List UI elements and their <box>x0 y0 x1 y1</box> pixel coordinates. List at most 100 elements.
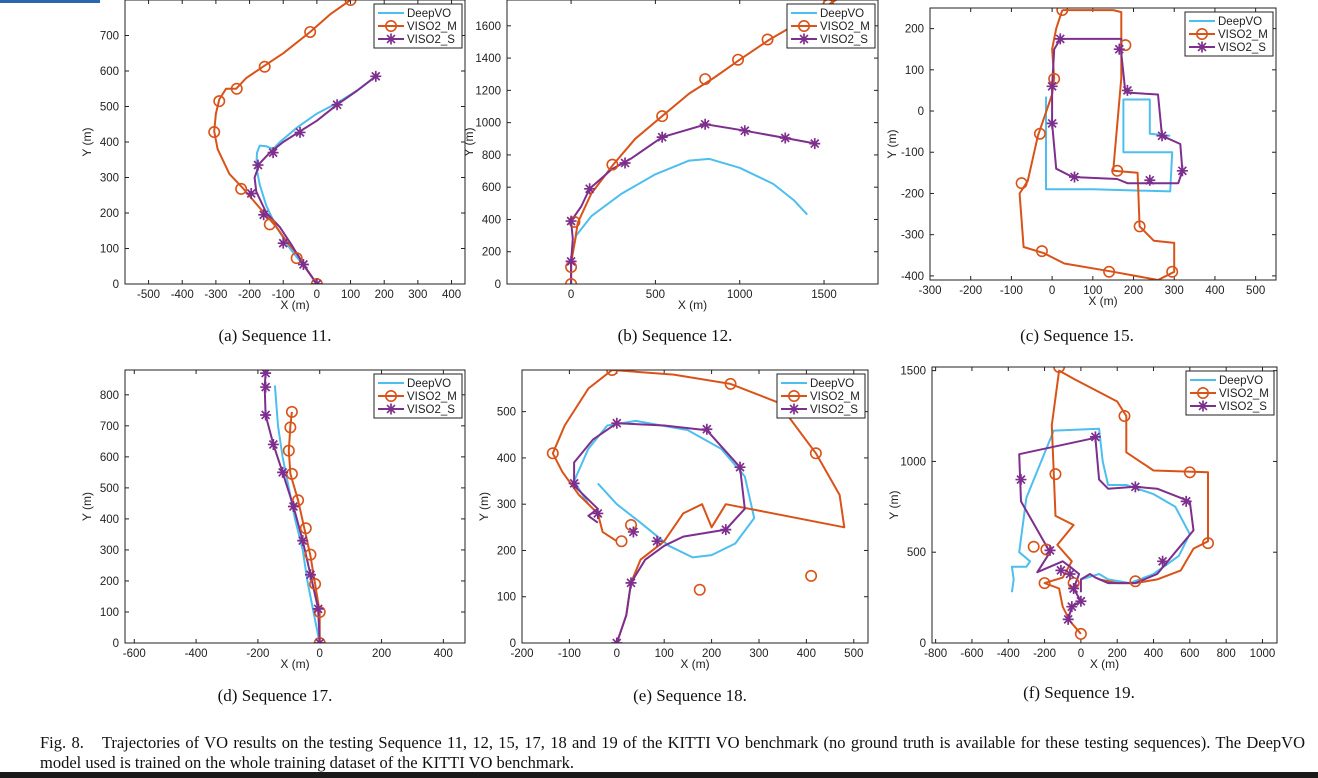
marker-star <box>260 370 272 379</box>
legend-label: VISO2_M <box>1219 388 1269 400</box>
marker-circle <box>344 0 357 6</box>
plot-svg: -200 -100 0 100 200 300 400 500 0 100 200 300 400 500… <box>477 369 869 671</box>
marker-star <box>1075 595 1087 607</box>
y-tick-label: 1200 <box>475 85 501 97</box>
x-tick-label: 400 <box>434 648 453 660</box>
legend-label: VISO2_S <box>1218 42 1266 54</box>
x-tick-label: 500 <box>844 648 863 660</box>
y-tick-label: 600 <box>482 182 501 194</box>
marker-circle <box>1111 164 1124 177</box>
y-tick-label: 500 <box>497 407 516 419</box>
marker-circle <box>1118 410 1131 423</box>
x-tick-label: -400 <box>997 648 1020 660</box>
marker-circle <box>1133 220 1146 233</box>
marker-star <box>1046 80 1058 92</box>
y-tick-label: 1000 <box>900 456 926 468</box>
marker-circle <box>606 158 619 171</box>
marker-star <box>1066 601 1078 613</box>
figure-label: Fig. 8. <box>40 733 84 752</box>
marker-circle <box>1015 177 1028 190</box>
marker-circle <box>1119 39 1132 52</box>
x-tick-label: 300 <box>408 289 427 301</box>
plot-seq15: -300 -200 -100 0 100 200 300 400 500 -400 -300 -200… <box>0 0 1290 330</box>
y-tick-label: 500 <box>100 102 119 114</box>
marker-star <box>1121 84 1133 96</box>
marker-star <box>592 507 604 519</box>
series-line-deepvo <box>273 385 321 643</box>
y-tick-label: 600 <box>100 452 119 464</box>
x-tick-label: 0 <box>1049 285 1055 297</box>
x-tick-label: 400 <box>1144 648 1163 660</box>
series-line-viso2_s <box>263 373 321 643</box>
marker-star <box>1144 174 1156 186</box>
y-tick-label: 1500 <box>900 366 926 378</box>
marker-star <box>1064 568 1076 580</box>
legend-label: DeepVO <box>1219 375 1263 387</box>
legend-label: DeepVO <box>407 8 451 20</box>
y-tick-label: 300 <box>100 545 119 557</box>
marker-star <box>651 535 663 547</box>
caption-seq18: (e) Sequence 18. <box>633 686 747 705</box>
marker-star <box>294 126 306 138</box>
y-tick-label: 700 <box>100 421 119 433</box>
legend-label: VISO2_S <box>1219 401 1267 413</box>
y-tick-label: -200 <box>901 188 924 200</box>
plot-frame <box>521 369 869 644</box>
plot-frame <box>929 7 1277 281</box>
x-tick-label: -200 <box>1033 648 1056 660</box>
x-tick-label: 800 <box>1217 648 1236 660</box>
marker-circle <box>809 447 822 460</box>
series-line-deepvo <box>1045 96 1174 193</box>
y-tick-label: 0 <box>113 279 119 291</box>
marker-circle <box>1053 367 1066 373</box>
marker-star <box>779 132 791 144</box>
marker-star <box>1176 165 1188 177</box>
caption-seq19: (f) Sequence 19. <box>1023 683 1135 702</box>
marker-star <box>1156 130 1168 142</box>
marker-star <box>739 125 751 137</box>
marker-star <box>619 157 631 169</box>
x-tick-label: -500 <box>137 289 160 301</box>
marker-star <box>1055 564 1067 576</box>
marker-circle <box>797 19 810 32</box>
legend-label: VISO2_S <box>407 34 455 46</box>
x-tick-label: 600 <box>1180 648 1199 660</box>
marker-star <box>267 147 279 159</box>
legend-label: VISO2_M <box>1218 29 1268 41</box>
x-tick-label: -800 <box>924 648 947 660</box>
x-tick-label: -300 <box>204 289 227 301</box>
y-tick-label: 300 <box>100 173 119 185</box>
marker-circle <box>284 421 297 434</box>
plot-seq18: -200 -100 0 100 200 300 400 500 0 100 200 300 400 500… <box>477 369 869 671</box>
y-tick-label: 600 <box>100 66 119 78</box>
marker-circle <box>208 126 221 139</box>
marker-circle <box>384 19 397 32</box>
y-tick-label: 0 <box>510 638 516 650</box>
marker-star <box>1046 117 1058 129</box>
y-tick-label: 0 <box>918 106 924 118</box>
caption-seq12: (b) Sequence 12. <box>617 326 733 345</box>
x-tick-label: 1000 <box>727 289 753 301</box>
legend-label: VISO2_M <box>407 391 457 403</box>
marker-circle <box>1035 245 1048 258</box>
marker-circle <box>299 522 312 535</box>
y-tick-label: -300 <box>901 230 924 242</box>
plot-seq12: 0 500 1000 1500 0 200 400 600 800 1000 1200 1400 160… <box>0 0 880 330</box>
marker-circle <box>805 569 818 582</box>
x-tick-label: -400 <box>185 648 208 660</box>
x-tick-label: 1000 <box>1250 648 1276 660</box>
marker-circle <box>285 405 298 418</box>
y-tick-label: 800 <box>482 150 501 162</box>
marker-circle <box>1074 627 1087 640</box>
marker-star <box>798 33 810 45</box>
marker-circle <box>263 218 276 231</box>
x-tick-label: -200 <box>238 289 261 301</box>
y-tick-label: 1400 <box>475 53 501 65</box>
series-line-viso2_m <box>213 0 352 284</box>
plot-frame <box>506 0 879 285</box>
marker-star <box>277 237 289 249</box>
marker-circle <box>230 82 243 95</box>
x-tick-label: 0 <box>1078 648 1084 660</box>
y-tick-label: 400 <box>497 453 516 465</box>
x-tick-label: 200 <box>702 648 721 660</box>
